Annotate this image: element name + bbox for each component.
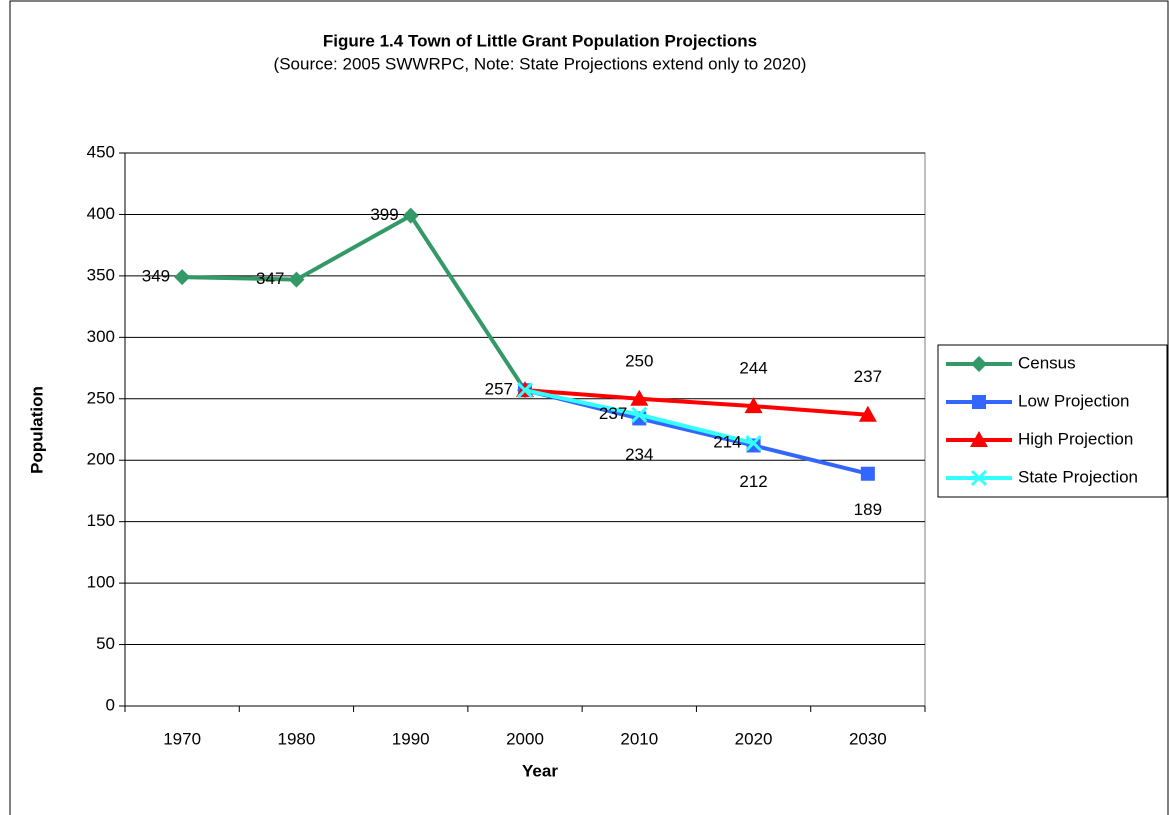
legend-label: High Projection	[1018, 429, 1133, 448]
marker	[174, 269, 191, 286]
x-axis-label: Year	[522, 761, 558, 780]
plot-area	[124, 152, 926, 707]
legend-box	[937, 344, 1168, 498]
y-tick-label: 200	[87, 450, 115, 469]
x-tick-label: 2020	[735, 729, 773, 748]
marker	[860, 466, 875, 481]
series: 237 214	[516, 382, 762, 452]
x-tick-label: 2030	[849, 729, 887, 748]
y-axis-label: Population	[27, 386, 46, 474]
marker	[516, 382, 534, 399]
series: 250 244 237	[516, 351, 882, 422]
x-tick-label: 2010	[620, 729, 658, 748]
series-line	[182, 213, 527, 392]
data-label: 244	[739, 359, 767, 378]
data-label: 399	[370, 205, 398, 224]
y-tick-label: 450	[87, 142, 115, 161]
data-label: 349	[142, 267, 170, 286]
marker	[970, 469, 988, 487]
marker	[971, 356, 987, 372]
data-label: 237	[599, 404, 627, 423]
x-tick-label: 2000	[506, 729, 544, 748]
data-label: 214	[713, 433, 741, 452]
series-line	[524, 388, 869, 417]
legend-label: State Projection	[1018, 467, 1138, 486]
y-tick-label: 250	[87, 388, 115, 407]
marker	[745, 434, 762, 452]
legend-label: Low Projection	[1018, 391, 1130, 410]
chart-subtitle: (Source: 2005 SWWRPC, Note: State Projec…	[274, 54, 807, 73]
y-tick-label: 300	[87, 327, 115, 346]
marker	[402, 207, 419, 224]
series: 349 347 399 257	[142, 205, 533, 399]
chart-title: Figure 1.4 Town of Little Grant Populati…	[323, 31, 757, 50]
data-label: 250	[625, 351, 653, 370]
marker	[630, 389, 649, 406]
y-tick-label: 50	[96, 634, 115, 653]
data-label: 257	[485, 380, 513, 399]
data-label: 189	[854, 500, 882, 519]
x-tick-label: 1990	[392, 729, 430, 748]
data-label: 234	[625, 445, 653, 464]
legend-label: Census	[1018, 353, 1076, 372]
x-tick-label: 1970	[163, 729, 201, 748]
marker	[631, 406, 648, 423]
x-tick-label: 1980	[278, 729, 316, 748]
y-tick-label: 150	[87, 511, 115, 530]
marker	[972, 395, 986, 409]
y-tick-label: 100	[87, 573, 115, 592]
marker	[288, 271, 305, 288]
data-label: 212	[739, 472, 767, 491]
marker	[970, 431, 988, 447]
y-tick-label: 0	[106, 695, 115, 714]
data-label: 347	[256, 269, 284, 288]
y-tick-label: 400	[87, 204, 115, 223]
marker	[858, 405, 877, 422]
data-label: 237	[854, 367, 882, 386]
marker	[744, 397, 763, 414]
y-tick-label: 350	[87, 265, 115, 284]
